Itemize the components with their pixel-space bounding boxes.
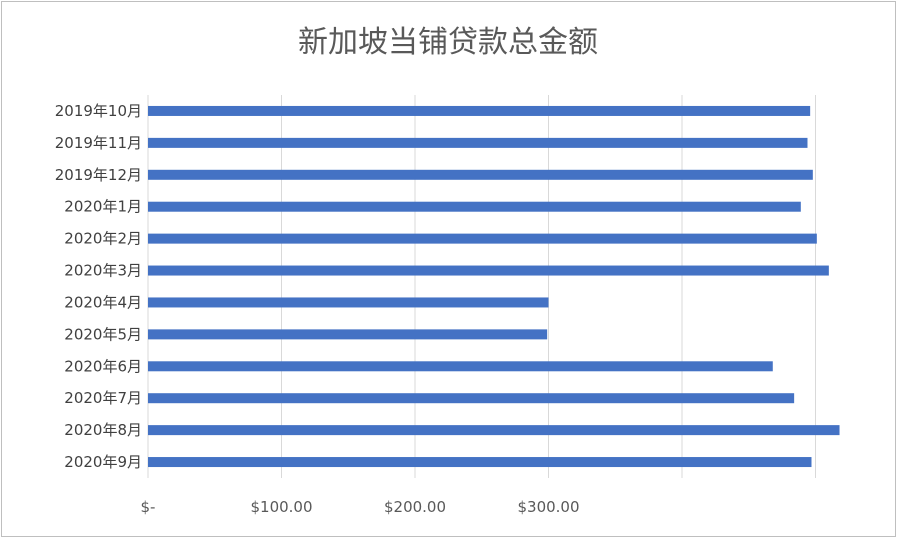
bar bbox=[148, 137, 808, 148]
category-label: 2020年6月 bbox=[64, 357, 142, 375]
x-tick-label: $300.00 bbox=[517, 498, 579, 516]
category-label: 2020年4月 bbox=[64, 293, 142, 311]
bar bbox=[148, 169, 813, 180]
bar bbox=[148, 457, 812, 468]
x-tick-label: $- bbox=[141, 498, 156, 516]
category-label: 2019年12月 bbox=[55, 166, 142, 184]
bar bbox=[148, 393, 795, 404]
category-label: 2020年7月 bbox=[64, 389, 142, 407]
bar bbox=[148, 425, 840, 436]
category-label: 2019年10月 bbox=[55, 102, 142, 120]
category-label: 2020年8月 bbox=[64, 421, 142, 439]
x-tick-label: $100.00 bbox=[250, 498, 312, 516]
category-label: 2020年5月 bbox=[64, 325, 142, 343]
bars bbox=[148, 105, 840, 468]
category-label: 2019年11月 bbox=[55, 134, 142, 152]
x-tick-label: $200.00 bbox=[384, 498, 446, 516]
category-label: 2020年3月 bbox=[64, 262, 142, 280]
chart-title: 新加坡当铺贷款总金额 bbox=[298, 25, 598, 60]
category-labels: 2019年10月 2019年11月 2019年12月 2020年1月 2020年2月 20… bbox=[55, 102, 142, 471]
bar bbox=[148, 201, 801, 212]
bar bbox=[148, 297, 549, 308]
category-label: 2020年2月 bbox=[64, 230, 142, 248]
x-tick-labels: $- $100.00 $200.00 $300.00 bbox=[141, 498, 580, 516]
bar bbox=[148, 361, 773, 372]
category-label: 2020年9月 bbox=[64, 453, 142, 471]
gridlines bbox=[147, 95, 816, 478]
category-label: 2020年1月 bbox=[64, 198, 142, 216]
bar bbox=[148, 233, 817, 244]
bar bbox=[148, 105, 811, 116]
bar bbox=[148, 329, 548, 340]
bar bbox=[148, 265, 829, 276]
